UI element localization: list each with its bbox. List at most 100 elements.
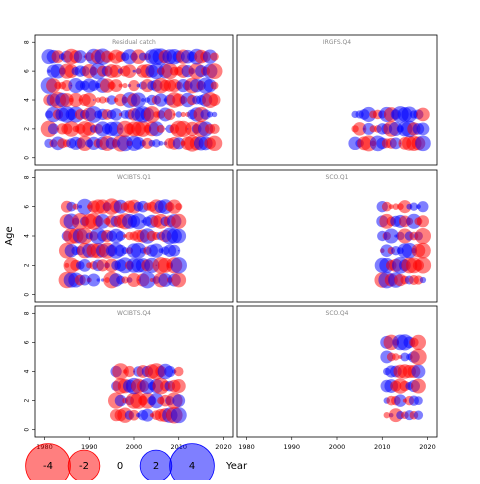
residual-bubble (171, 228, 187, 244)
x-tick-label: 1980 (238, 443, 255, 451)
residual-bubble (416, 122, 430, 136)
residual-bubble (122, 82, 128, 89)
residual-bubble (410, 334, 427, 350)
legend-label: 4 (189, 461, 195, 472)
legend-label: -2 (79, 461, 89, 472)
residual-bubble (414, 257, 432, 274)
y-tick-label: 8 (24, 175, 31, 179)
residual-bubble (413, 410, 424, 420)
residual-bubble (173, 113, 176, 116)
residual-bubble (152, 139, 161, 148)
residual-bubble (76, 198, 93, 215)
x-tick-label: 2000 (126, 443, 143, 451)
residual-bubble (171, 272, 187, 288)
residual-bubble (156, 124, 165, 133)
residual-bubble (95, 213, 111, 229)
residual-bubble (98, 96, 107, 104)
residual-bubble (76, 227, 93, 245)
x-tick-label: 2020 (215, 443, 232, 451)
residual-bubble (210, 81, 219, 90)
residual-bubble (109, 64, 123, 78)
residual-bubble (208, 94, 221, 106)
residual-bubble (383, 411, 390, 419)
residual-bubble (172, 394, 186, 407)
residual-bubble (417, 201, 429, 213)
residual-bubble (171, 213, 187, 229)
legend-label: -4 (43, 461, 53, 472)
residual-bubble (85, 106, 103, 123)
residual-bubble (63, 120, 80, 137)
residual-bubble (128, 409, 140, 421)
residual-bubble (410, 348, 427, 366)
residual-bubble (79, 274, 91, 286)
residual-bubble (175, 203, 183, 211)
residual-bubble (87, 273, 101, 287)
residual-bubble (121, 276, 129, 284)
y-tick-label: 8 (24, 311, 31, 315)
residual-bubble (46, 78, 61, 93)
residual-bubble (92, 99, 95, 101)
legend-bubble (169, 443, 215, 484)
residual-bubble (415, 242, 431, 259)
x-tick-label: 2010 (374, 443, 391, 451)
residual-bubble (206, 111, 214, 118)
residual-bubble (416, 215, 430, 228)
y-tick-label: 6 (24, 205, 31, 209)
residual-bubble (411, 364, 426, 379)
residual-bubble (383, 228, 399, 244)
residual-bubble (167, 199, 182, 214)
residual-bubble (415, 135, 431, 152)
residual-bubble (171, 379, 186, 394)
residual-bubble (168, 244, 181, 257)
x-tick-label: 2000 (329, 443, 346, 451)
residual-bubble (211, 111, 218, 118)
residual-bubble (112, 363, 129, 380)
residual-bubble (122, 64, 137, 78)
residual-bubble (413, 275, 424, 285)
y-tick-label: 4 (24, 234, 31, 238)
residual-bubble (164, 108, 176, 121)
residual-bubble (140, 408, 154, 422)
panel-title: Residual catch (112, 39, 156, 46)
panel-frame (236, 169, 438, 303)
residual-bubble (139, 271, 156, 289)
residual-bubble (149, 243, 164, 258)
residual-bubble (389, 137, 402, 150)
panel-title: SCO.Q1 (326, 174, 349, 181)
x-tick-label: 1990 (283, 443, 300, 451)
residual-bubble (130, 92, 146, 108)
residual-bubble (174, 366, 184, 377)
x-tick-label: 2020 (419, 443, 436, 451)
y-axis-label: Age (4, 226, 15, 245)
residual-bubble (352, 122, 367, 136)
y-tick-label: 6 (24, 69, 31, 73)
residual-bubble (78, 258, 92, 272)
residual-bubble (148, 392, 165, 409)
residual-bubble (416, 107, 430, 122)
residual-bubble (154, 93, 168, 107)
y-tick-label: 0 (24, 156, 31, 160)
residual-bubble (132, 137, 145, 150)
residual-bubble (96, 278, 100, 282)
panel-title: WCIBTS.Q4 (117, 310, 151, 317)
y-tick-label: 4 (24, 369, 31, 373)
x-tick-label: 1990 (81, 443, 98, 451)
residual-bubble (82, 92, 97, 108)
residual-bubble (170, 257, 187, 274)
residual-bubble (73, 50, 87, 64)
residual-bubble (115, 230, 126, 242)
legend-label: 0 (117, 461, 123, 472)
residual-bubble (177, 249, 180, 252)
residual-bubble (419, 276, 427, 284)
residual-bubble (128, 80, 140, 92)
residual-bubble (164, 365, 176, 378)
residual-bubble (143, 106, 161, 123)
residual-bubble (118, 83, 123, 88)
residual-bubble (130, 242, 147, 259)
residual-bubble (66, 201, 77, 212)
residual-bubble (388, 204, 394, 210)
residual-bubble (109, 79, 123, 92)
residual-bubble (210, 52, 219, 61)
